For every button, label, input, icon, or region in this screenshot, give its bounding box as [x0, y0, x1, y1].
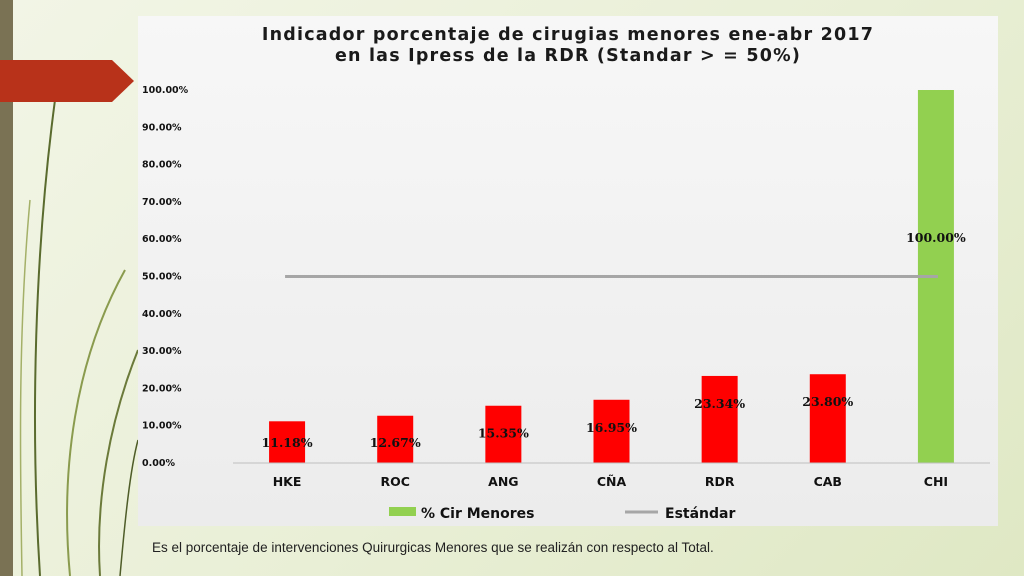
legend: % Cir Menores Estándar [389, 506, 735, 522]
y-tick-label: 90.00% [142, 122, 182, 133]
x-tick-label: RDR [705, 474, 735, 489]
y-axis: 0.00% 10.00% 20.00% 30.00% 40.00% 50.00% 60.00… [142, 85, 189, 469]
y-tick-label: 100.00% [142, 85, 189, 96]
x-tick-label: HKE [273, 474, 302, 489]
bar-cña [593, 399, 630, 463]
data-labels-group: 11.18% 12.67% 15.35% 16.95% 23.34% 23.80% 100.… [262, 230, 966, 450]
bar-rdr [701, 375, 738, 463]
chart-title-line-1: Indicador porcentaje de cirugias menores… [262, 25, 874, 45]
decorative-grass-stroke [98, 349, 139, 576]
data-label-cab: 23.80% [802, 394, 853, 409]
bar-chart: Indicador porcentaje de cirugias menores… [142, 25, 990, 522]
title-arrow-accent [0, 60, 134, 102]
y-tick-label: 40.00% [142, 309, 182, 320]
y-tick-label: 70.00% [142, 197, 182, 208]
decorative-grass-stroke [66, 269, 126, 576]
decorative-grass-stroke [19, 199, 31, 576]
y-tick-label: 0.00% [142, 458, 175, 469]
decorative-grass-stroke [119, 439, 139, 576]
x-axis: HKE ROC ANG CÑA RDR CAB CHI [273, 474, 948, 489]
data-label-cña: 16.95% [586, 420, 637, 435]
decorative-grass-stroke [34, 99, 56, 576]
data-label-ang: 15.35% [478, 426, 529, 441]
x-tick-label: ROC [380, 474, 409, 489]
data-label-hke: 11.18% [262, 435, 313, 450]
y-tick-label: 80.00% [142, 160, 182, 171]
bar-hke [269, 421, 306, 463]
y-tick-label: 20.00% [142, 383, 182, 394]
bars-group [269, 90, 954, 463]
slide-caption: Es el porcentaje de intervenciones Quiru… [152, 540, 714, 555]
x-tick-label: ANG [488, 474, 518, 489]
x-tick-label: CAB [814, 474, 842, 489]
data-label-rdr: 23.34% [694, 396, 745, 411]
bar-ang [485, 405, 522, 463]
chart-title-line-2: en las Ipress de la RDR (Standar > = 50%… [335, 46, 801, 66]
y-tick-label: 30.00% [142, 346, 182, 357]
y-tick-label: 50.00% [142, 272, 182, 283]
chart-panel: Indicador porcentaje de cirugias menores… [138, 16, 998, 526]
y-tick-label: 10.00% [142, 421, 182, 432]
data-label-roc: 12.67% [370, 435, 421, 450]
left-stripe [0, 0, 13, 576]
bar-cab [809, 374, 846, 463]
x-tick-label: CÑA [597, 474, 627, 489]
y-tick-label: 60.00% [142, 234, 182, 245]
legend-swatch-cir-menores [389, 507, 416, 516]
data-label-chi: 100.00% [906, 230, 966, 245]
x-tick-label: CHI [924, 474, 948, 489]
legend-label-cir-menores: % Cir Menores [421, 506, 535, 522]
legend-label-estandar: Estándar [665, 506, 735, 522]
bar-roc [377, 415, 414, 463]
